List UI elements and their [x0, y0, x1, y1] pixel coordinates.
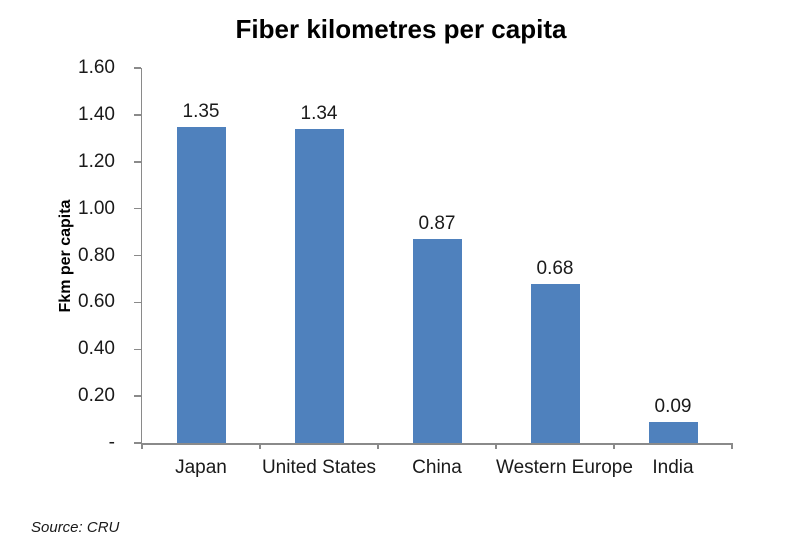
y-axis-tick-labels: 1.60 1.40 1.20 1.00 0.80 0.60 0.40 0.20 -: [0, 58, 115, 453]
y-tick-label: 1.60: [78, 57, 115, 78]
y-axis-tick: [134, 395, 141, 397]
y-axis-tick: [134, 301, 141, 304]
y-axis-tick: [134, 114, 141, 116]
data-label-western-europe: 0.68: [536, 257, 574, 279]
y-axis-tick: [134, 207, 141, 210]
x-axis-tick: [141, 443, 143, 449]
bar-japan: [176, 126, 226, 443]
x-axis-line: [140, 443, 732, 445]
data-label-japan: 1.35: [182, 100, 220, 122]
category-label-india: India: [652, 457, 694, 478]
x-axis-tick: [495, 443, 497, 449]
chart-title: Fiber kilometres per capita: [235, 14, 567, 44]
x-axis-tick: [377, 443, 379, 449]
source-note: Source: CRU: [31, 519, 120, 536]
y-tick-label: 1.20: [78, 150, 115, 172]
plot-area: 1.35 Japan 1.34 United States 0.87 China 0.68 W…: [134, 67, 733, 478]
y-tick-label: 0.60: [78, 291, 115, 313]
category-label-united-states: United States: [261, 457, 377, 478]
y-axis-tick: [134, 67, 141, 69]
y-axis-line: [140, 68, 142, 443]
y-tick-label: 0.20: [78, 385, 115, 407]
bar-western-europe: [530, 283, 580, 443]
x-axis-tick: [731, 443, 733, 449]
x-axis-tick: [613, 443, 615, 449]
bar-india: [648, 421, 698, 443]
bar-united-states: [294, 128, 344, 443]
data-label-india: 0.09: [654, 395, 692, 417]
y-axis-tick: [134, 254, 141, 257]
data-label-china: 0.87: [418, 213, 456, 235]
y-tick-label: 0.80: [78, 244, 115, 266]
y-tick-label: 1.00: [78, 197, 115, 219]
category-label-japan: Japan: [175, 457, 227, 478]
y-axis-tick: [134, 161, 141, 163]
y-tick-label: -: [108, 432, 115, 453]
y-tick-label: 1.40: [78, 103, 115, 125]
x-axis-tick: [259, 443, 261, 449]
bar-china: [412, 239, 462, 443]
category-label-china: China: [412, 457, 462, 478]
data-label-united-states: 1.34: [300, 102, 338, 124]
y-axis-tick: [134, 348, 141, 350]
y-tick-label: 0.40: [78, 338, 115, 360]
category-label-western-europe: Western Europe: [496, 457, 633, 478]
y-axis-tick: [134, 442, 141, 444]
